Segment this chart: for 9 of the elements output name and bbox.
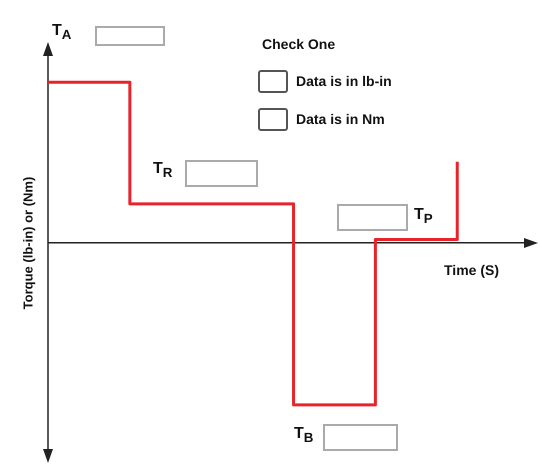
annotation: T$_{R}$ (153, 160, 172, 180)
annotation: Data is in lb-in (296, 73, 392, 89)
y-axis-title: Torque (lb-in) or (Nm) (20, 176, 36, 310)
text: T$_{A}$ (52, 22, 72, 42)
text: T$_{B}$ (294, 425, 314, 446)
x-axis-title: Time (S) (444, 262, 499, 278)
text: Check One (262, 36, 336, 52)
annotation: Data is in Nm (296, 111, 385, 127)
annotation: T$_{P}$ (414, 206, 433, 226)
